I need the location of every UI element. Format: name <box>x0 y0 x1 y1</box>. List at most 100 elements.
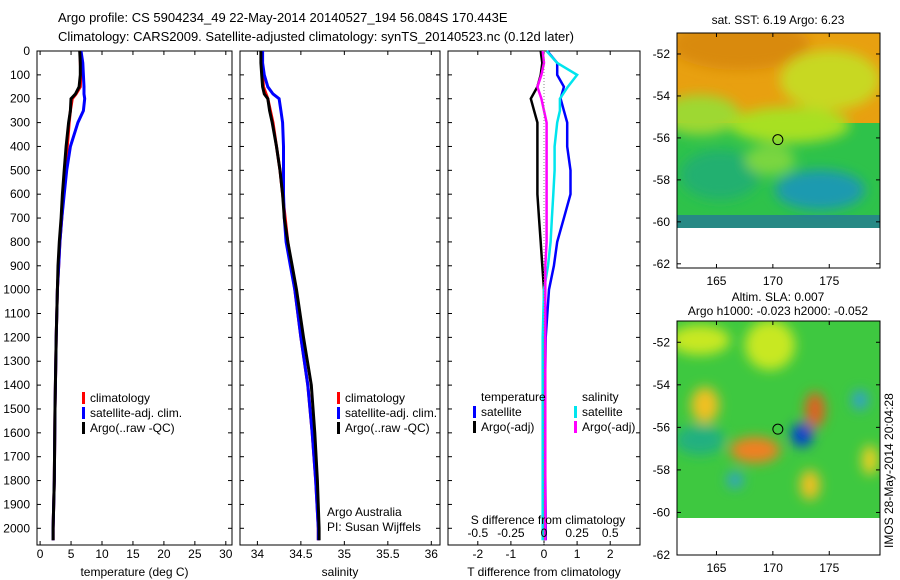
lat-tick-label: -60 <box>653 505 671 519</box>
s-diff-tick-label: -0.5 <box>467 526 488 540</box>
series-line-s-argo-adj- <box>536 50 548 541</box>
legend-label: satellite-adj. clim. <box>345 406 437 420</box>
figure-title-line1: Argo profile: CS 5904234_49 22-May-2014 … <box>58 10 508 25</box>
lat-tick-label: -60 <box>653 215 671 229</box>
x-tick-label: 1 <box>574 547 581 561</box>
x-tick-label: 35.5 <box>376 547 400 561</box>
x-tick-label: 30 <box>219 547 233 561</box>
legend-label: Argo(-adj) <box>481 420 534 434</box>
s-diff-tick-label: 0 <box>541 526 548 540</box>
depth-tick-label: 1000 <box>3 283 30 297</box>
legend-swatch <box>574 406 577 418</box>
lat-tick-label: -52 <box>653 47 671 61</box>
x-tick-label: 36 <box>425 547 439 561</box>
depth-tick-label: 1900 <box>3 497 30 511</box>
sla-map-title-line2: Argo h1000: -0.023 h2000: -0.052 <box>688 304 868 318</box>
x-tick-label: 34 <box>251 547 265 561</box>
depth-tick-label: 0 <box>23 44 30 58</box>
sst-map: sat. SST: 6.19 Argo: 6.23 165 170 175 -52 -5… <box>653 13 881 288</box>
x-tick-label: 5 <box>68 547 75 561</box>
legend-label: Argo(-adj) <box>582 420 635 434</box>
lon-tick-label: 170 <box>763 274 783 288</box>
series-line-satellite-adj-clim- <box>261 51 320 541</box>
depth-tick-label: 2000 <box>3 521 30 535</box>
lat-tick-label: -58 <box>653 463 671 477</box>
lat-tick-label: -56 <box>653 420 671 434</box>
depth-tick-label: 1400 <box>3 378 30 392</box>
x-tick-label: 15 <box>126 547 140 561</box>
lon-tick-label: 165 <box>706 561 726 575</box>
depth-tick-label: 200 <box>10 92 30 106</box>
depth-tick-label: 300 <box>10 116 30 130</box>
pi-credit: PI: Susan Wijffels <box>327 520 421 534</box>
panel-salinity: 34 34.5 35 35.5 36 salinity climatologysatelli… <box>239 50 441 579</box>
plot-frame <box>36 50 233 546</box>
legend-label: satellite-adj. clim. <box>90 406 182 420</box>
sst-map-title: sat. SST: 6.19 Argo: 6.23 <box>712 13 845 27</box>
lat-tick-label: -58 <box>653 173 671 187</box>
lat-tick-label: -62 <box>653 257 671 271</box>
figure-title-line2: Climatology: CARS2009. Satellite-adjuste… <box>58 29 574 44</box>
x-tick-label: 2 <box>607 547 614 561</box>
legend-swatch <box>337 392 340 404</box>
lon-tick-label: 170 <box>763 561 783 575</box>
depth-tick-label: 600 <box>10 187 30 201</box>
legend-swatch <box>337 422 340 434</box>
sla-map: Altim. SLA: 0.007 Argo h1000: -0.023 h20… <box>653 290 881 575</box>
series-line-climatology <box>260 51 320 541</box>
lon-tick-label: 175 <box>819 274 839 288</box>
depth-tick-label: 500 <box>10 163 30 177</box>
legend-swatch <box>473 421 476 433</box>
depth-tick-label: 1700 <box>3 450 30 464</box>
depth-tick-label: 100 <box>10 68 30 82</box>
series-line-s-satellite <box>541 50 579 541</box>
s-diff-tick-label: 0.5 <box>602 526 619 540</box>
s-diff-tick-label: -0.25 <box>497 526 525 540</box>
legend-swatch <box>473 406 476 418</box>
depth-tick-label: 700 <box>10 211 30 225</box>
x-tick-label: 34.5 <box>289 547 313 561</box>
x-axis-label: T difference from climatology <box>467 565 621 579</box>
depth-tick-label: 400 <box>10 139 30 153</box>
depth-tick-label: 900 <box>10 259 30 273</box>
legend-label: satellite <box>582 405 623 419</box>
lat-tick-label: -54 <box>653 89 671 103</box>
panel-temperature: 0 5 10 15 20 25 30 temperature (deg C) climatolo… <box>36 50 233 579</box>
x-axis-label: temperature (deg C) <box>80 565 188 579</box>
lat-tick-label: -56 <box>653 131 671 145</box>
depth-tick-label: 1600 <box>3 426 30 440</box>
depth-tick-label: 1300 <box>3 354 30 368</box>
panel-difference-from-climatology: -2 -1 0 1 2 T difference from climatology -0.5… <box>447 50 641 579</box>
sla-map-title-line1: Altim. SLA: 0.007 <box>732 290 825 304</box>
legend-header-salinity: salinity <box>582 390 619 404</box>
depth-axis: 0 100 200 300 400 500 600 700 800 900 1000 1100 1200… <box>3 44 30 535</box>
x-tick-label: -2 <box>472 547 483 561</box>
x-tick-label: -1 <box>506 547 517 561</box>
x-axis-label: salinity <box>322 565 359 579</box>
legend-swatch <box>337 407 340 419</box>
depth-tick-label: 1200 <box>3 330 30 344</box>
depth-tick-label: 1100 <box>4 307 30 321</box>
float-position-marker <box>772 134 784 146</box>
s-diff-tick-label: 0.25 <box>565 526 589 540</box>
series-line-argo-raw-qc- <box>259 51 321 541</box>
legend-swatch <box>82 407 85 419</box>
legend-header-temperature: temperature <box>481 390 546 404</box>
legend-label: Argo(..raw -QC) <box>90 421 175 435</box>
lat-tick-label: -54 <box>653 378 671 392</box>
depth-tick-label: 1800 <box>3 474 30 488</box>
plot-frame <box>239 50 441 546</box>
lon-tick-label: 165 <box>706 274 726 288</box>
sla-image <box>677 321 880 518</box>
lat-tick-label: -52 <box>653 335 671 349</box>
legend-swatch <box>82 392 85 404</box>
imos-timestamp: IMOS 28-May-2014 20:04:28 <box>882 393 896 548</box>
legend-label: Argo(..raw -QC) <box>345 421 430 435</box>
legend-label: climatology <box>345 391 405 405</box>
legend-label: climatology <box>90 391 150 405</box>
argo-australia-credit: Argo Australia <box>327 505 402 519</box>
lat-tick-label: -62 <box>653 548 671 562</box>
x-tick-label: 20 <box>157 547 171 561</box>
depth-tick-label: 800 <box>10 235 30 249</box>
